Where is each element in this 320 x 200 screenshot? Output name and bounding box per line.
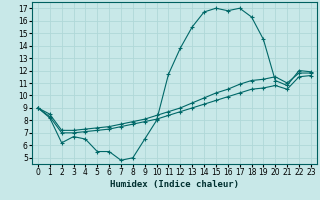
X-axis label: Humidex (Indice chaleur): Humidex (Indice chaleur) [110,180,239,189]
